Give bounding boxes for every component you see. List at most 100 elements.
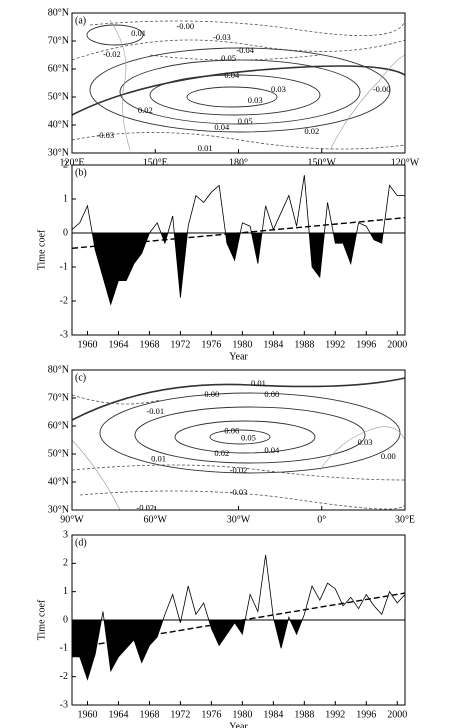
panel-label: (c) bbox=[75, 372, 86, 383]
x-tick-label: 30°E bbox=[395, 514, 415, 525]
contour-label: 0.01 bbox=[251, 378, 266, 388]
contour-label: 0.05 bbox=[238, 116, 253, 126]
x-axis-label: Year bbox=[229, 721, 248, 728]
panel-label: (d) bbox=[75, 537, 87, 548]
y-tick-label: 50°N bbox=[48, 91, 69, 102]
contour-label: 0.03 bbox=[358, 437, 373, 447]
panel-label: (a) bbox=[75, 15, 86, 26]
y-tick-label: 60°N bbox=[48, 63, 69, 74]
contour-label: 0.01 bbox=[131, 28, 146, 38]
y-axis-label: Time coef bbox=[36, 229, 47, 270]
y-tick-label: 60°N bbox=[48, 420, 69, 431]
y-tick-label: -3 bbox=[60, 329, 68, 340]
x-tick-label: 1988 bbox=[294, 709, 314, 720]
x-tick-label: 1968 bbox=[139, 339, 159, 350]
contour-label: -0.01 bbox=[146, 406, 164, 416]
x-tick-label: 2000 bbox=[387, 339, 407, 350]
contour-label: 0.03 bbox=[271, 84, 286, 94]
contour-label: 0.04 bbox=[214, 122, 230, 132]
y-tick-label: 50°N bbox=[48, 448, 69, 459]
x-tick-label: 0° bbox=[317, 514, 326, 525]
y-tick-label: -3 bbox=[60, 699, 68, 710]
y-tick-label: 2 bbox=[63, 558, 68, 569]
y-axis-label: Time coef bbox=[36, 599, 47, 640]
x-tick-label: 60°W bbox=[144, 514, 168, 525]
x-tick-label: 180° bbox=[229, 157, 248, 168]
plot-frame bbox=[71, 12, 406, 154]
x-tick-label: 1968 bbox=[139, 709, 159, 720]
plot-frame bbox=[71, 164, 406, 336]
x-tick-label: 1972 bbox=[170, 709, 190, 720]
x-tick-label: 150°W bbox=[308, 157, 337, 168]
x-tick-label: 1996 bbox=[356, 709, 376, 720]
y-tick-label: 40°N bbox=[48, 476, 69, 487]
contour-label: 0.01 bbox=[151, 454, 166, 464]
x-tick-label: 1988 bbox=[294, 339, 314, 350]
contour-label: 0.05 bbox=[221, 53, 236, 63]
contour-label: -0.02 bbox=[103, 49, 121, 59]
y-tick-label: 30°N bbox=[48, 504, 69, 515]
trend-line bbox=[71, 217, 406, 249]
y-tick-label: 80°N bbox=[48, 364, 69, 375]
contours-c bbox=[71, 377, 406, 511]
x-tick-label: 1960 bbox=[77, 339, 97, 350]
x-tick-label: 1984 bbox=[263, 339, 283, 350]
x-tick-label: 120°E bbox=[59, 157, 84, 168]
y-tick-label: -2 bbox=[60, 295, 68, 306]
x-tick-label: 1972 bbox=[170, 339, 190, 350]
y-tick-label: -2 bbox=[60, 671, 68, 682]
x-tick-label: 1964 bbox=[108, 709, 128, 720]
contour-label: -0.02 bbox=[136, 503, 154, 513]
x-tick-label: 2000 bbox=[387, 709, 407, 720]
contour-label: 0.02 bbox=[138, 105, 153, 115]
contour-label: -0.00 bbox=[176, 21, 194, 31]
x-tick-label: 150°E bbox=[143, 157, 168, 168]
contour-label: -0.00 bbox=[373, 84, 391, 94]
panel-label: (b) bbox=[75, 167, 87, 178]
x-tick-label: 1992 bbox=[325, 709, 345, 720]
y-tick-label: 1 bbox=[63, 193, 68, 204]
contour-label: -0.04 bbox=[236, 45, 254, 55]
y-tick-label: 1 bbox=[63, 586, 68, 597]
negative-area bbox=[72, 233, 405, 305]
contour-label: -0.03 bbox=[230, 487, 248, 497]
plot-frame bbox=[71, 369, 406, 511]
x-tick-label: 1960 bbox=[77, 709, 97, 720]
y-tick-label: 3 bbox=[63, 529, 68, 540]
contour-label: 0.01 bbox=[198, 143, 213, 153]
x-tick-label: 1992 bbox=[325, 339, 345, 350]
x-tick-label: 1964 bbox=[108, 339, 128, 350]
x-tick-label: 1976 bbox=[201, 709, 221, 720]
contour-label: 0.04 bbox=[264, 445, 280, 455]
contour-label: -0.02 bbox=[230, 465, 248, 475]
x-axis-label: Year bbox=[229, 351, 248, 362]
contour-label: 0.00 bbox=[204, 389, 219, 399]
x-tick-label: 1980 bbox=[232, 709, 252, 720]
trend-line bbox=[71, 592, 406, 650]
x-tick-label: 1996 bbox=[356, 339, 376, 350]
x-tick-label: 1984 bbox=[263, 709, 283, 720]
y-tick-label: -1 bbox=[60, 261, 68, 272]
x-tick-label: 1976 bbox=[201, 339, 221, 350]
y-tick-label: 70°N bbox=[48, 35, 69, 46]
contour-label: 0.02 bbox=[214, 448, 229, 458]
y-tick-label: 2 bbox=[63, 159, 68, 170]
x-tick-label: 90°W bbox=[60, 514, 84, 525]
x-tick-label: 120°W bbox=[391, 157, 420, 168]
contours-a bbox=[71, 19, 406, 151]
contour-label: 0.04 bbox=[224, 70, 240, 80]
y-tick-label: 0 bbox=[63, 227, 68, 238]
contour-label: 0.02 bbox=[304, 126, 319, 136]
contour-label: -0.03 bbox=[213, 32, 231, 42]
negative-area bbox=[72, 620, 405, 680]
contour-label: -0.03 bbox=[96, 130, 114, 140]
y-tick-label: 30°N bbox=[48, 147, 69, 158]
y-tick-label: 80°N bbox=[48, 7, 69, 18]
contour-label: 0.00 bbox=[264, 389, 279, 399]
y-tick-label: 0 bbox=[63, 614, 68, 625]
contour-label: 0.06 bbox=[224, 426, 239, 436]
contour-label: 0.03 bbox=[248, 95, 263, 105]
series-line bbox=[72, 554, 406, 681]
y-tick-label: 70°N bbox=[48, 392, 69, 403]
